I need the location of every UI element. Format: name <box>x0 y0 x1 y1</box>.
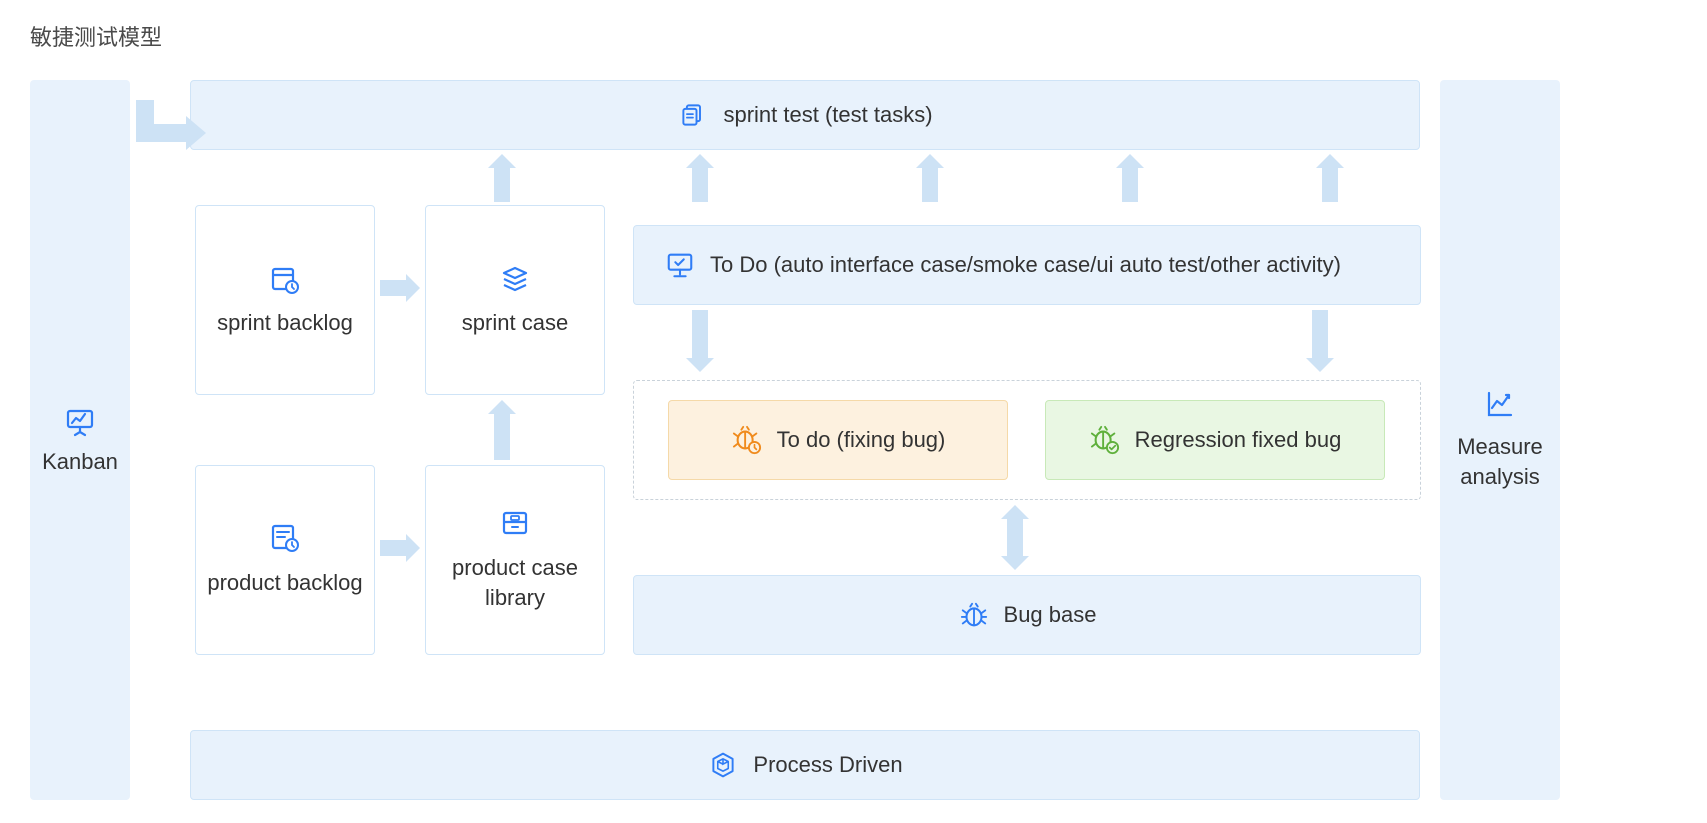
measure-box: Measure analysis <box>1440 80 1560 800</box>
sprint-backlog-label: sprint backlog <box>217 310 353 336</box>
flow-arrow <box>1306 310 1334 372</box>
product-case-library-box: product case library <box>425 465 605 655</box>
flow-arrow <box>686 154 714 202</box>
bug-clock-icon <box>731 424 763 456</box>
bug-check-icon <box>1089 424 1121 456</box>
regression-box: Regression fixed bug <box>1045 400 1385 480</box>
flow-arrow <box>1001 505 1029 570</box>
archive-icon <box>499 507 531 539</box>
sprint-case-box: sprint case <box>425 205 605 395</box>
flow-arrow <box>1116 154 1144 202</box>
flow-arrow <box>686 310 714 372</box>
diagram-canvas: Kanban Measure analysis sprint test (tes… <box>30 70 1670 805</box>
product-case-library-label: product case library <box>426 553 604 612</box>
measure-label: Measure analysis <box>1441 432 1559 491</box>
flow-arrow <box>916 154 944 202</box>
flow-arrow <box>136 100 206 160</box>
flow-arrow <box>380 274 420 302</box>
flow-arrow <box>488 154 516 202</box>
copy-doc-icon <box>677 99 709 131</box>
presentation-icon <box>64 405 96 437</box>
process-driven-label: Process Driven <box>753 752 902 778</box>
regression-label: Regression fixed bug <box>1135 427 1342 453</box>
process-driven-box: Process Driven <box>190 730 1420 800</box>
monitor-check-icon <box>664 249 696 281</box>
sprint-backlog-box: sprint backlog <box>195 205 375 395</box>
list-clock-icon <box>269 522 301 554</box>
flow-arrow <box>1316 154 1344 202</box>
bug-icon <box>958 599 990 631</box>
hexagon-cube-icon <box>707 749 739 781</box>
todo-main-box: To Do (auto interface case/smoke case/ui… <box>633 225 1421 305</box>
flow-arrow <box>380 534 420 562</box>
sprint-test-box: sprint test (test tasks) <box>190 80 1420 150</box>
kanban-box: Kanban <box>30 80 130 800</box>
product-backlog-label: product backlog <box>207 568 362 598</box>
bug-base-box: Bug base <box>633 575 1421 655</box>
kanban-label: Kanban <box>42 449 118 475</box>
stack-icon <box>499 264 531 296</box>
bug-base-label: Bug base <box>1004 602 1097 628</box>
diagram-title: 敏捷测试模型 <box>30 20 1677 52</box>
analytics-icon <box>1484 388 1516 420</box>
todo-fixing-label: To do (fixing bug) <box>777 427 946 453</box>
sprint-test-label: sprint test (test tasks) <box>723 102 932 128</box>
sprint-case-label: sprint case <box>462 310 568 336</box>
todo-main-label: To Do (auto interface case/smoke case/ui… <box>710 252 1341 278</box>
flow-arrow <box>488 400 516 460</box>
product-backlog-box: product backlog <box>195 465 375 655</box>
calendar-clock-icon <box>269 264 301 296</box>
todo-fixing-box: To do (fixing bug) <box>668 400 1008 480</box>
